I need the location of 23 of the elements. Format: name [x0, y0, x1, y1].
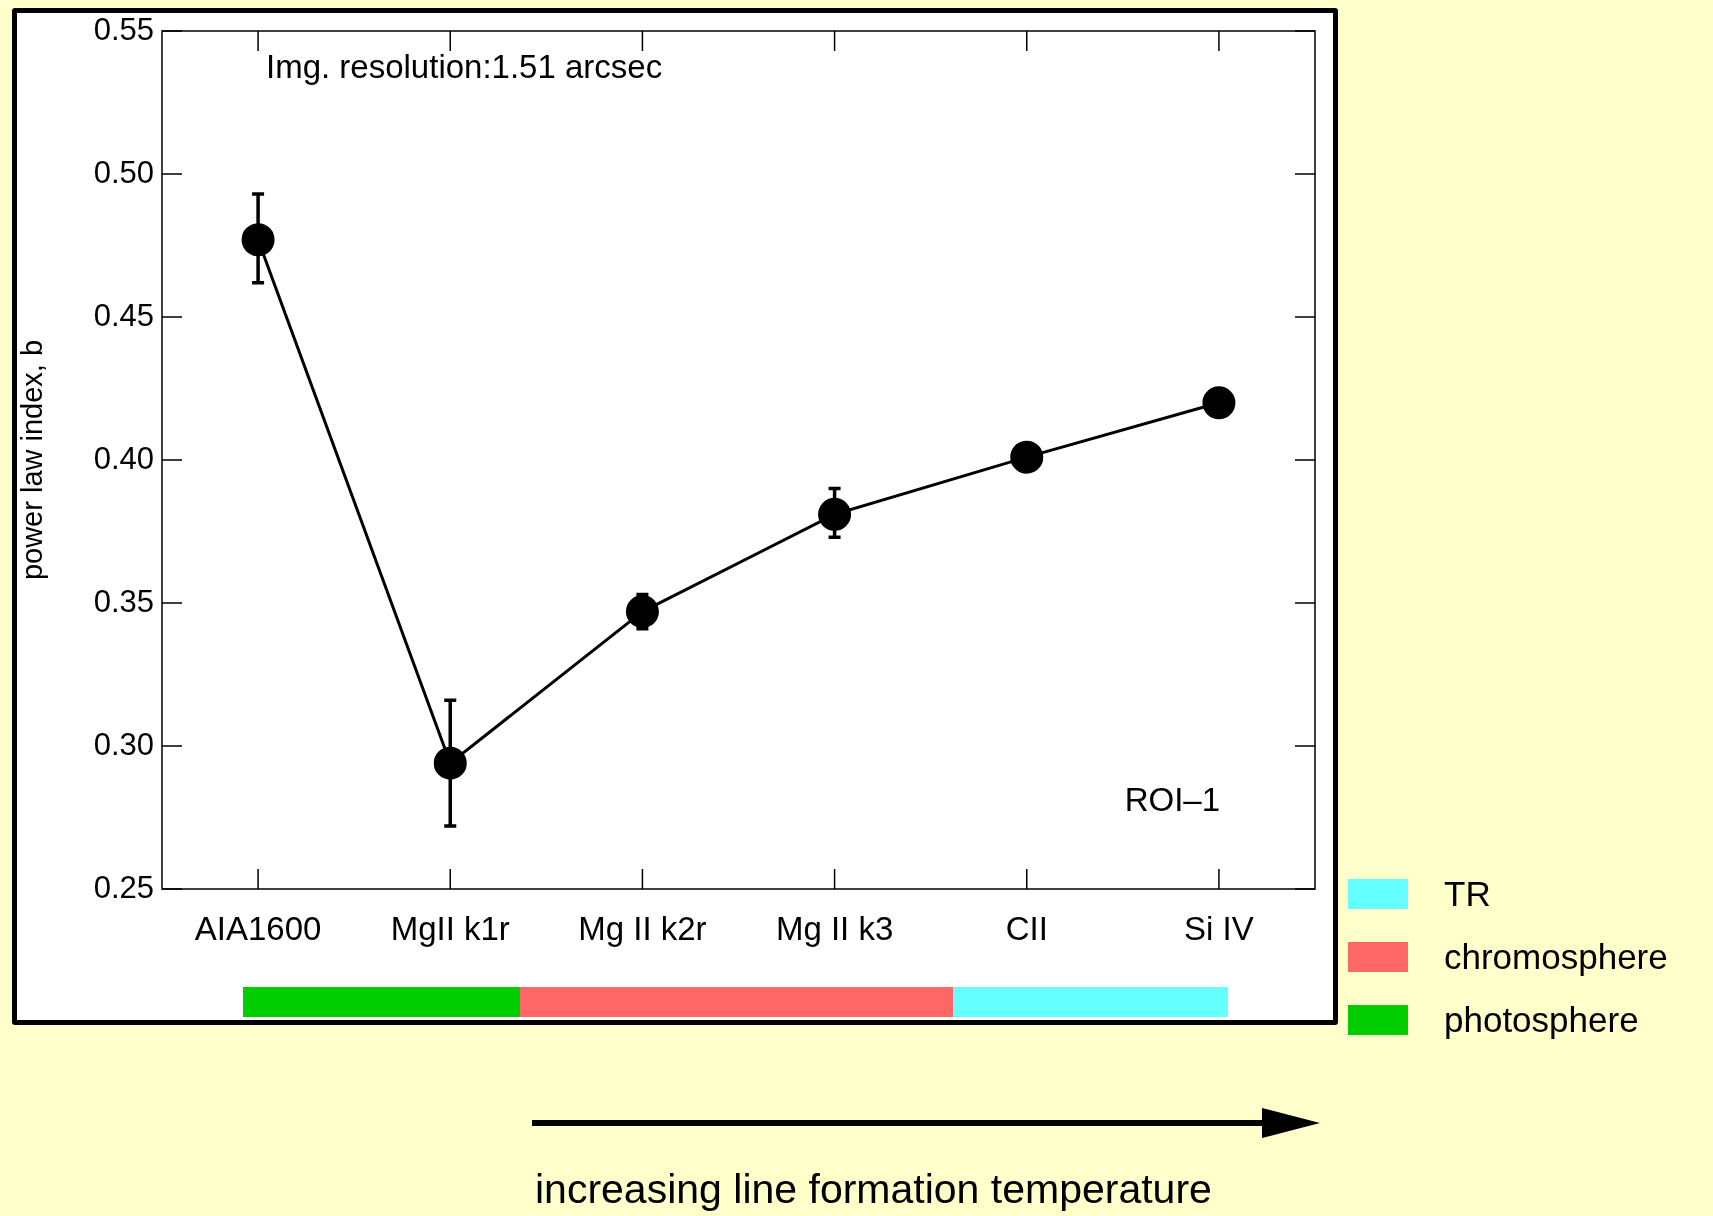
- y-tick-label: 0.25: [93, 869, 154, 905]
- y-axis-title: power law index, b: [16, 339, 49, 581]
- x-tick-label: CII: [1005, 909, 1048, 947]
- text: increasing line formation temperature: [535, 1166, 1212, 1213]
- text: photosphere: [1444, 999, 1639, 1040]
- x-tick-label: Mg II k3: [775, 909, 894, 947]
- point: [1202, 386, 1236, 420]
- point: [1010, 440, 1044, 474]
- y-tick-label: 0.35: [93, 583, 154, 619]
- y-tick-label: 0.50: [93, 154, 154, 190]
- x-tick-label: AIA1600: [194, 909, 322, 947]
- y-tick-label: 0.45: [93, 297, 154, 333]
- y-tick-label: 0.40: [93, 440, 154, 476]
- x-tick-label: Mg II k2r: [578, 909, 707, 947]
- text: chromosphere: [1444, 936, 1668, 977]
- x-tick-label: Si IV: [1184, 909, 1254, 947]
- annotation: Img. resolution:1.51 arcsec: [266, 48, 663, 86]
- y-tick-label: 0.55: [93, 11, 154, 47]
- point: [818, 497, 852, 531]
- text: TR: [1444, 873, 1491, 914]
- y-tick-label: 0.30: [93, 726, 154, 762]
- annotation: ROI–1: [1124, 781, 1220, 819]
- x-tick-label: MgII k1r: [390, 909, 510, 947]
